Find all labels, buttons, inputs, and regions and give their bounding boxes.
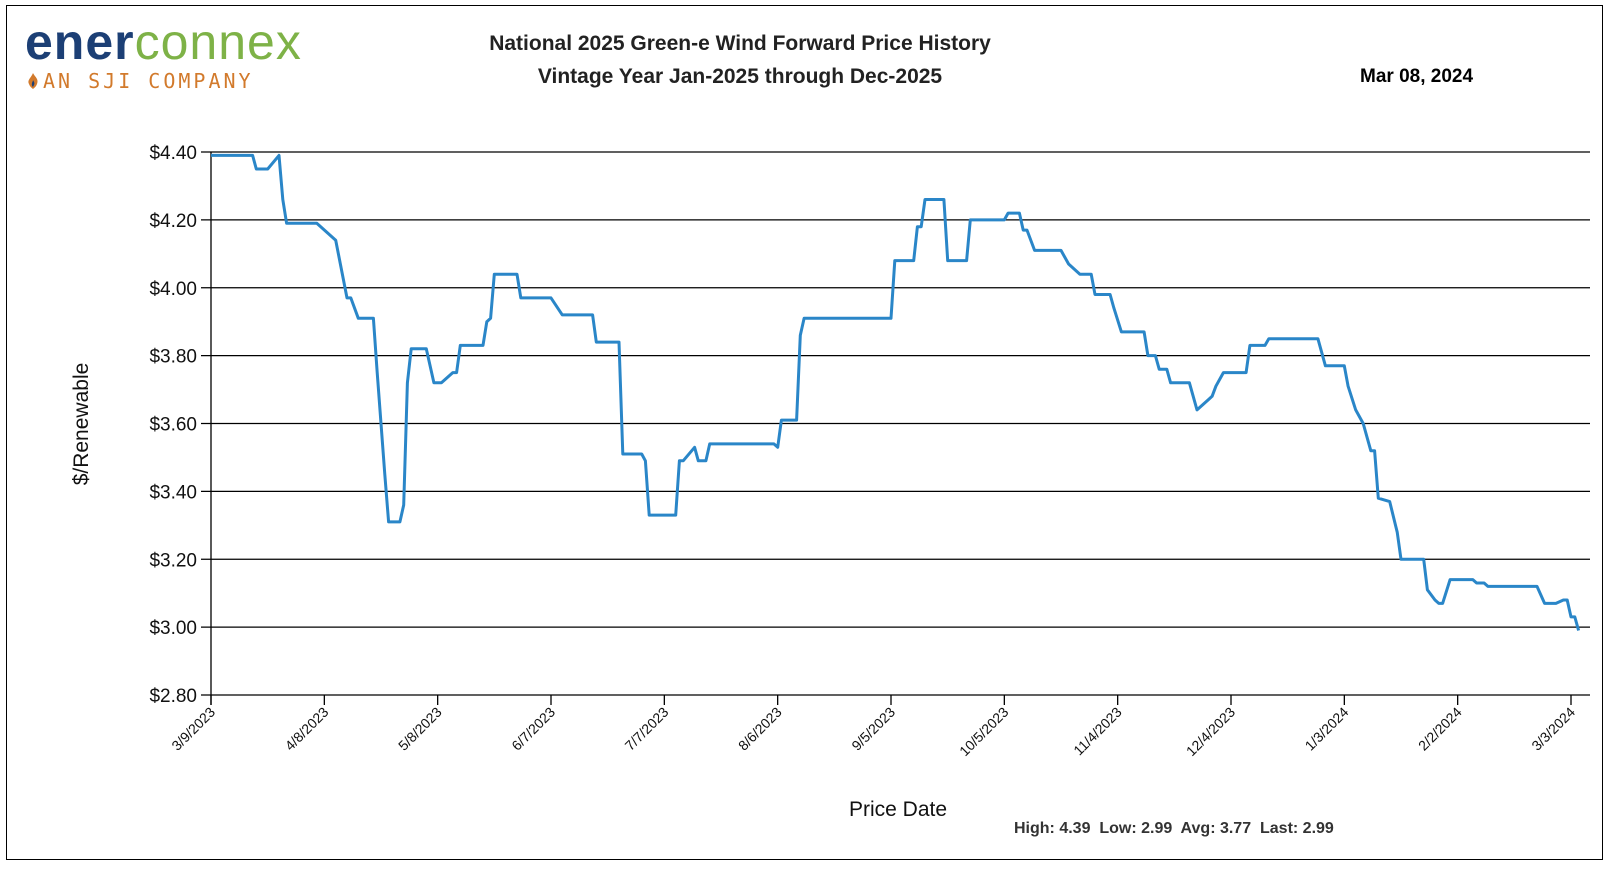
y-tick-label: $2.80 <box>149 686 197 707</box>
y-tick-label: $4.00 <box>149 279 197 300</box>
y-tick-label: $4.20 <box>149 211 197 232</box>
logo-word-connex: connex <box>134 14 302 70</box>
x-tick-label: 12/4/2023 <box>1183 704 1239 760</box>
logo-word-ener: ener <box>25 14 135 70</box>
price-series-line <box>211 153 1581 631</box>
x-tick-label: 3/3/2024 <box>1528 704 1578 754</box>
price-stats: High: 4.39 Low: 2.99 Avg: 3.77 Last: 2.9… <box>1014 820 1334 837</box>
chart-title: National 2025 Green-e Wind Forward Price… <box>489 32 991 55</box>
y-tick-label: $3.80 <box>149 347 197 368</box>
x-tick-label: 4/8/2023 <box>282 704 332 754</box>
gridlines <box>201 151 1590 696</box>
y-axis-label: $/Renewable <box>70 363 93 486</box>
x-tick-label: 10/5/2023 <box>956 704 1012 760</box>
logo-subtitle: AN SJI COMPANY <box>27 69 254 93</box>
y-tick-label: $3.00 <box>149 618 197 639</box>
y-tick-label: $3.20 <box>149 550 197 571</box>
chart-subtitle: Vintage Year Jan-2025 through Dec-2025 <box>537 65 943 88</box>
flame-icon <box>28 73 38 89</box>
x-tick-label: 2/2/2024 <box>1415 704 1465 754</box>
x-tick-label: 1/3/2024 <box>1302 704 1352 754</box>
x-tick-label: 5/8/2023 <box>395 704 445 754</box>
y-tick-label: $3.60 <box>149 415 197 436</box>
y-tick-label: $3.40 <box>149 482 197 503</box>
y-axis-ticks: $4.40 $4.20 $4.00 $3.80 $3.60 $3.40 $3.20 $3.00… <box>149 143 197 707</box>
chart-frame <box>6 5 1603 860</box>
report-date: Mar 08, 2024 <box>1360 66 1474 87</box>
enerconnex-logo: enerconnex AN SJI COMPANY <box>25 14 345 94</box>
x-axis-label: Price Date <box>849 798 947 821</box>
x-tick-label: 7/7/2023 <box>622 704 672 754</box>
x-tick-label: 3/9/2023 <box>168 704 218 754</box>
logo-subtitle-text: AN SJI COMPANY <box>43 69 254 93</box>
x-tick-label: 9/5/2023 <box>848 704 898 754</box>
x-axis-ticks: 3/9/2023 4/8/2023 5/8/2023 6/7/2023 7/7/2023… <box>168 695 1578 759</box>
series-group <box>211 153 1581 631</box>
x-tick-label: 8/6/2023 <box>735 704 785 754</box>
logo-wordmark: enerconnex <box>25 14 302 70</box>
x-tick-label: 11/4/2023 <box>1070 704 1125 759</box>
y-tick-label: $4.40 <box>149 143 197 164</box>
x-tick-label: 6/7/2023 <box>508 704 558 754</box>
